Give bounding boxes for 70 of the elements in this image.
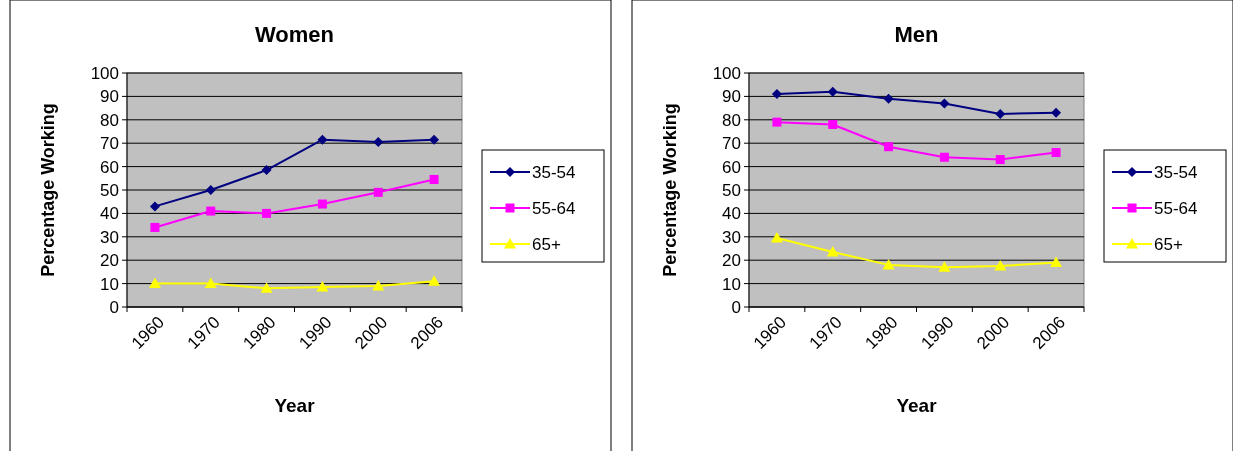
point xyxy=(206,206,216,216)
y-tick-label: 20 xyxy=(100,251,119,271)
y-tick-label: 30 xyxy=(100,227,119,247)
point xyxy=(883,93,894,104)
y-tick-label: 80 xyxy=(722,110,741,130)
point xyxy=(995,108,1006,119)
point xyxy=(372,279,385,291)
point xyxy=(827,86,838,97)
y-tick-label: 50 xyxy=(100,180,119,200)
y-tick-label: 0 xyxy=(731,297,741,317)
point xyxy=(770,231,783,243)
point xyxy=(1050,256,1063,268)
point xyxy=(205,185,216,195)
x-axis-title: Year xyxy=(896,395,938,416)
legend-label: 35-54 xyxy=(532,162,576,182)
y-tick-label: 90 xyxy=(100,87,119,107)
legend-label: 65+ xyxy=(532,234,561,254)
y-tick-label: 60 xyxy=(722,157,741,177)
y-tick-label: 60 xyxy=(100,157,119,177)
point xyxy=(884,142,894,152)
point xyxy=(317,199,327,209)
point xyxy=(429,134,440,145)
point xyxy=(373,137,384,148)
point xyxy=(150,222,160,232)
y-tick-label: 0 xyxy=(109,297,119,317)
y-tick-label: 80 xyxy=(100,110,119,130)
point xyxy=(148,277,161,289)
point xyxy=(939,152,949,162)
y-tick-label: 70 xyxy=(722,134,741,154)
point xyxy=(994,260,1007,271)
x-axis-title: Year xyxy=(274,395,316,416)
point xyxy=(938,261,951,272)
legend-label: 35-54 xyxy=(1154,162,1198,182)
y-tick-label: 50 xyxy=(722,180,741,200)
point xyxy=(995,155,1005,165)
point xyxy=(882,258,895,270)
y-tick-label: 90 xyxy=(722,87,741,107)
y-tick-label: 40 xyxy=(100,204,119,224)
point xyxy=(262,208,272,218)
chart-title: Men xyxy=(894,22,939,47)
point xyxy=(261,165,272,176)
y-tick-label: 10 xyxy=(100,274,119,294)
y-tick-label: 20 xyxy=(722,251,741,271)
y-tick-label: 30 xyxy=(722,227,741,247)
y-tick-label: 10 xyxy=(722,274,741,294)
point xyxy=(772,117,782,127)
point xyxy=(1051,148,1061,158)
y-axis-title: Percentage Working xyxy=(660,103,680,277)
legend-label: 55-64 xyxy=(1154,198,1198,218)
y-axis-title: Percentage Working xyxy=(38,103,58,277)
point xyxy=(316,281,329,292)
y-tick-label: 70 xyxy=(100,134,119,154)
chart-title: Women xyxy=(254,22,335,47)
point xyxy=(204,277,217,289)
point xyxy=(826,246,839,257)
point xyxy=(149,201,160,212)
y-tick-label: 100 xyxy=(90,63,119,83)
point xyxy=(828,119,838,129)
legend-label: 55-64 xyxy=(532,198,576,218)
y-tick-label: 40 xyxy=(722,204,741,224)
point xyxy=(428,275,441,286)
point xyxy=(771,89,782,100)
point xyxy=(939,98,950,109)
y-tick-label: 100 xyxy=(712,63,741,83)
point xyxy=(260,282,273,293)
point xyxy=(373,187,383,197)
point xyxy=(317,134,328,145)
point xyxy=(1051,107,1062,118)
point xyxy=(429,174,439,184)
legend-label: 65+ xyxy=(1154,234,1183,254)
